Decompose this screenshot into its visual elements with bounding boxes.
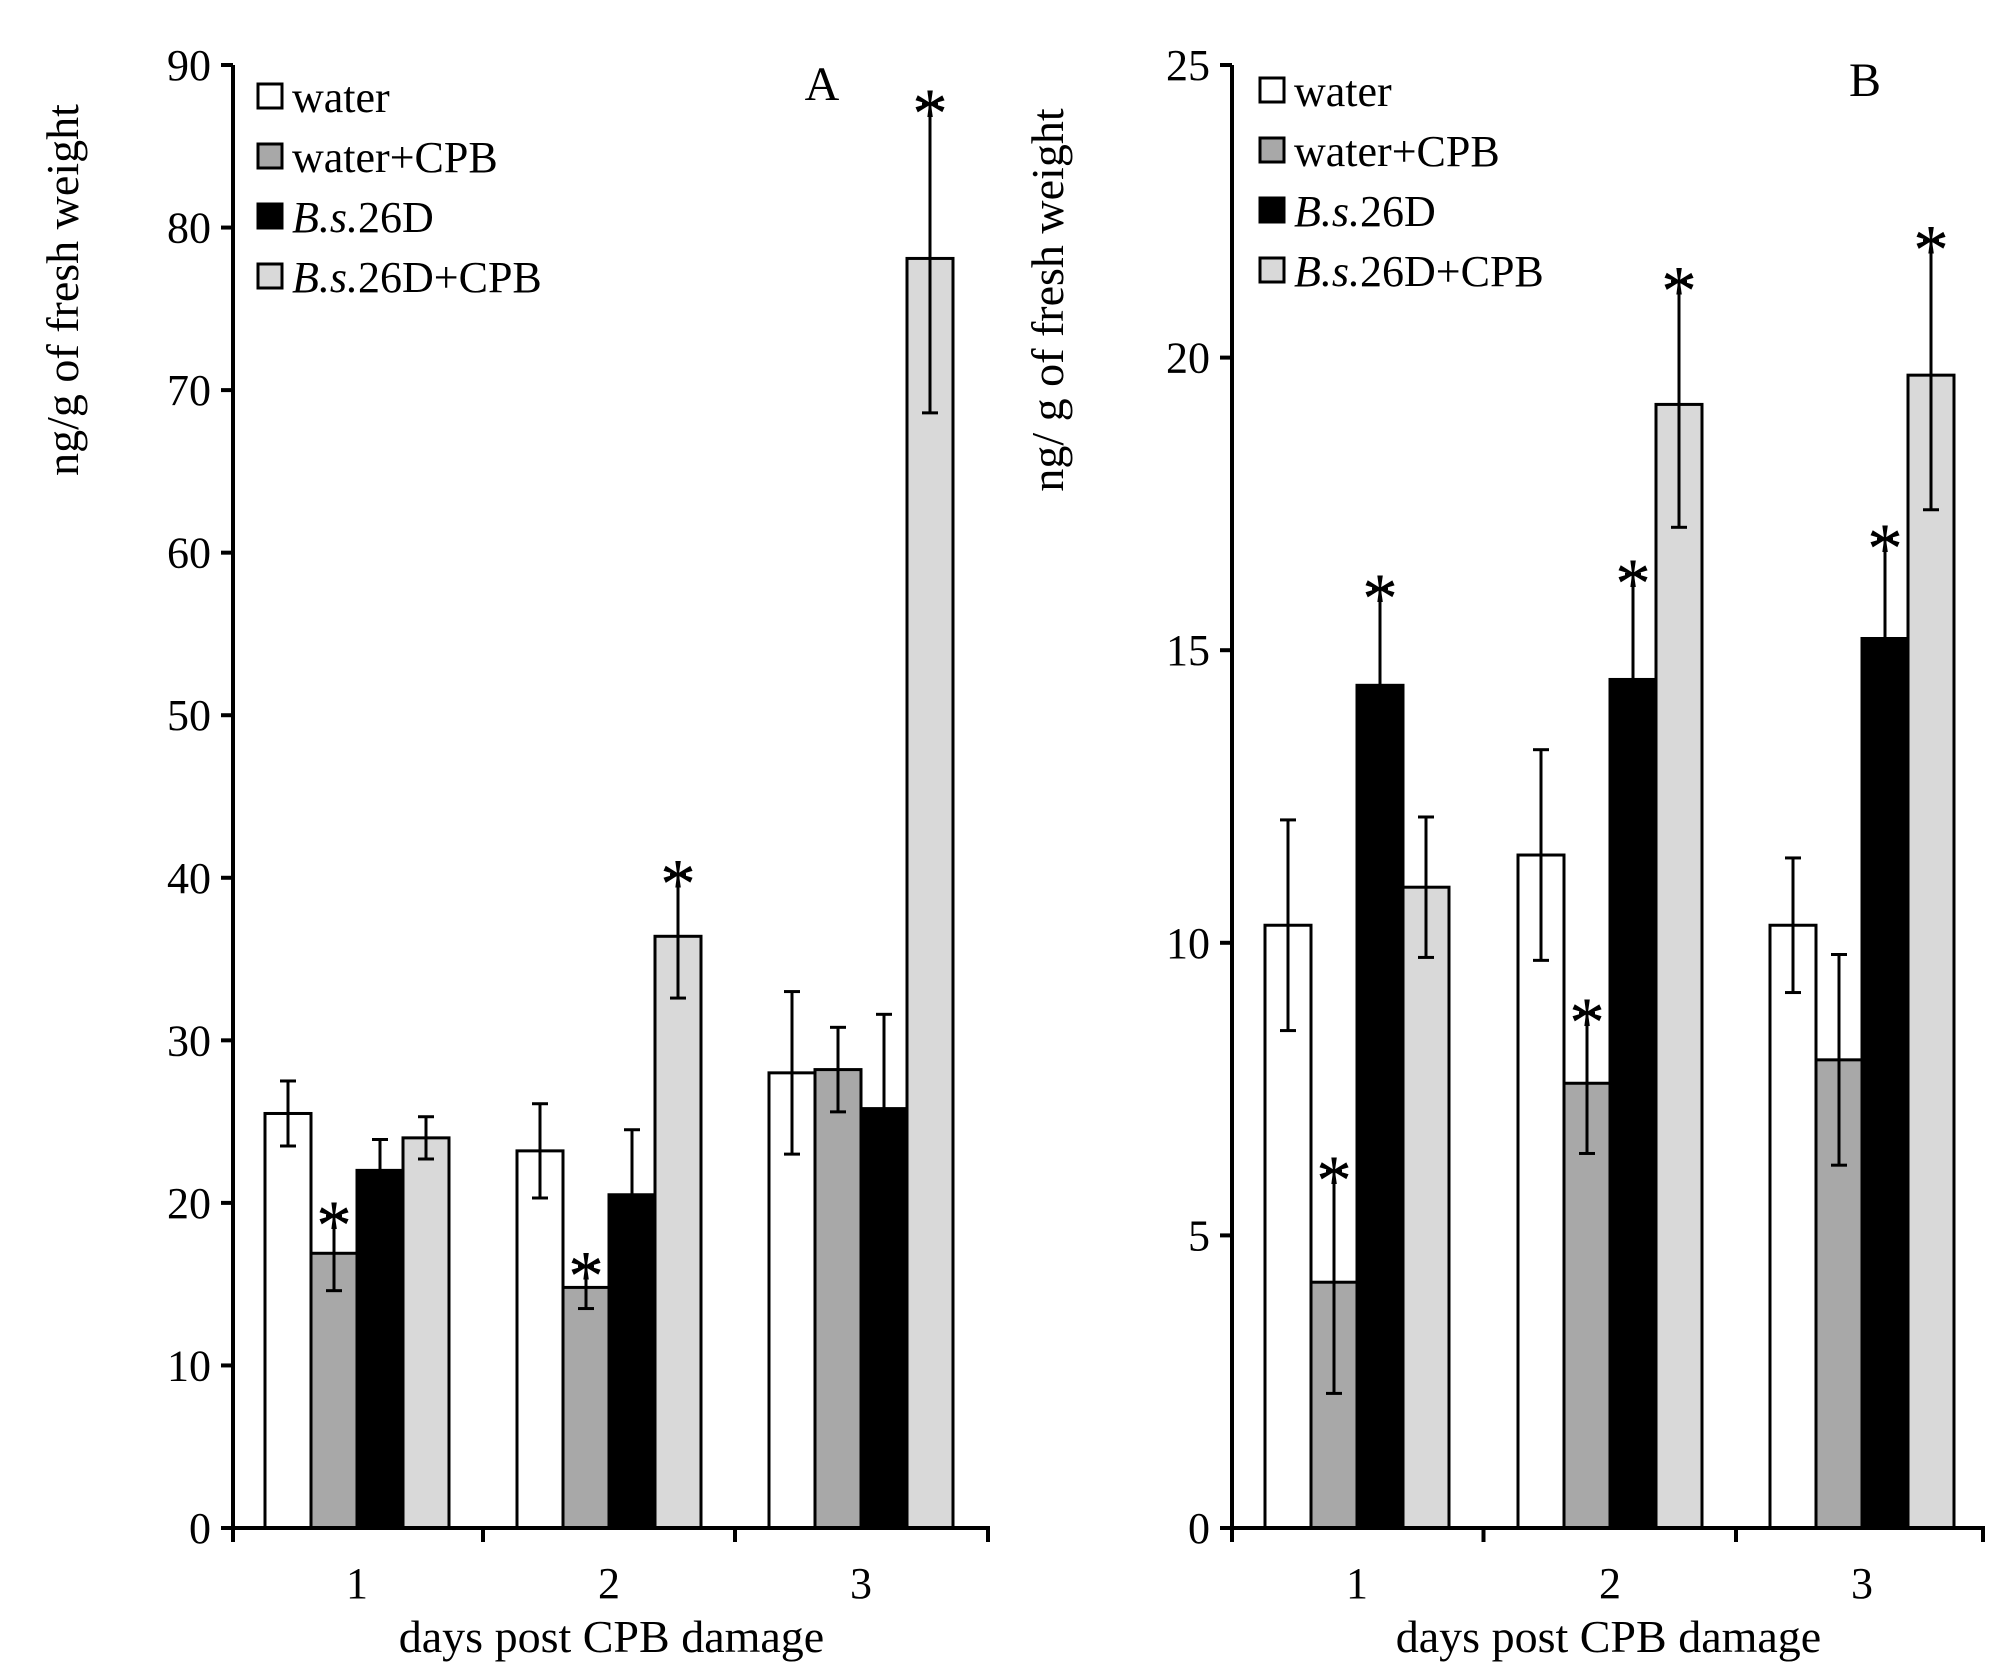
y-tick-label: 20 [1166,334,1210,383]
y-axis-title: ng/g of fresh weight [37,104,88,476]
legend-label-italic: B.s. [1294,187,1360,236]
legend-swatch [256,142,284,170]
significance-star: * [1615,544,1651,624]
legend-label-text: 26D [358,193,434,242]
y-tick-label: 10 [1166,919,1210,968]
significance-star: * [1913,211,1949,291]
legend-label: B.s.26D [292,193,434,242]
panel-label: A [805,58,840,111]
legend-label-text: water [292,73,390,122]
bar [653,934,703,1530]
x-tick-label: 1 [346,1559,368,1608]
legend-label: water+CPB [292,133,498,182]
legend-label-text: water+CPB [1294,127,1500,176]
x-axis-title: days post CPB damage [1396,1611,1821,1662]
legend-label-italic: B.s. [292,193,358,242]
legend-swatch [1258,76,1286,104]
y-tick-label: 30 [167,1016,211,1065]
bar [1401,885,1451,1530]
legend-label: water+CPB [1294,127,1500,176]
legend-label-italic: B.s. [1294,247,1360,296]
bar [309,1251,359,1530]
significance-star: * [1661,252,1697,332]
panel-a: * * * * 0 10 20 30 40 50 60 70 80 90 1 2 3 days post CPB … [37,41,990,1662]
legend-label: water [292,73,390,122]
significance-star: * [1362,559,1398,639]
y-tick-label: 5 [1188,1211,1210,1260]
legend-swatch [1258,136,1286,164]
legend-swatch [1258,256,1286,284]
legend-label-text: water [1294,67,1392,116]
legend-label: B.s.26D+CPB [292,253,542,302]
legend-label: B.s.26D [1294,187,1436,236]
panel-label: B [1849,54,1881,107]
significance-star: * [1867,509,1903,589]
legend-label: water [1294,67,1392,116]
legend-label: B.s.26D+CPB [1294,247,1544,296]
y-tick-label: 15 [1166,626,1210,675]
bar [1654,402,1704,1530]
y-axis-title: ng/ g of fresh weight [1022,108,1073,491]
legend-label-italic: B.s. [292,253,358,302]
y-tick-label: 40 [167,854,211,903]
y-tick-label: 25 [1166,41,1210,90]
x-tick-label: 1 [1346,1559,1368,1608]
bar [401,1136,451,1530]
bar [355,1168,405,1530]
x-tick-label: 2 [1599,1559,1621,1608]
significance-star: * [316,1186,352,1266]
bar [813,1068,863,1530]
panel-b: * * * * * * * 0 5 10 15 20 25 1 2 3 days post CPB damage… [1022,41,1985,1662]
x-tick-label: 3 [1851,1559,1873,1608]
bar [905,256,955,1530]
bar [1355,683,1405,1530]
y-tick-label: 90 [167,41,211,90]
y-tick-label: 60 [167,529,211,578]
bar [1608,677,1658,1530]
significance-star: * [1569,983,1605,1063]
significance-star: * [912,74,948,154]
significance-star: * [568,1236,604,1316]
legend-swatch [1258,196,1286,224]
legend-label-text: water+CPB [292,133,498,182]
x-tick-label: 2 [598,1559,620,1608]
y-tick-label: 0 [1188,1504,1210,1553]
y-tick-label: 80 [167,204,211,253]
significance-star: * [1316,1141,1352,1221]
legend-label-text: 26D+CPB [1360,247,1544,296]
x-tick-label: 3 [850,1559,872,1608]
legend-swatch [256,262,284,290]
bar [1906,373,1956,1530]
significance-star: * [660,845,696,925]
bar [1516,853,1566,1530]
bar [515,1149,565,1530]
y-tick-label: 70 [167,366,211,415]
x-axis-title: days post CPB damage [399,1611,824,1662]
bar [1768,923,1818,1530]
legend-swatch [256,82,284,110]
legend-label-text: 26D [1360,187,1436,236]
y-tick-label: 50 [167,691,211,740]
bar [263,1111,313,1530]
legend-swatch [256,202,284,230]
y-tick-label: 20 [167,1179,211,1228]
legend-label-text: 26D+CPB [358,253,542,302]
y-tick-label: 10 [167,1341,211,1390]
y-tick-label: 0 [189,1504,211,1553]
bar [1860,636,1910,1530]
bar [561,1285,611,1530]
